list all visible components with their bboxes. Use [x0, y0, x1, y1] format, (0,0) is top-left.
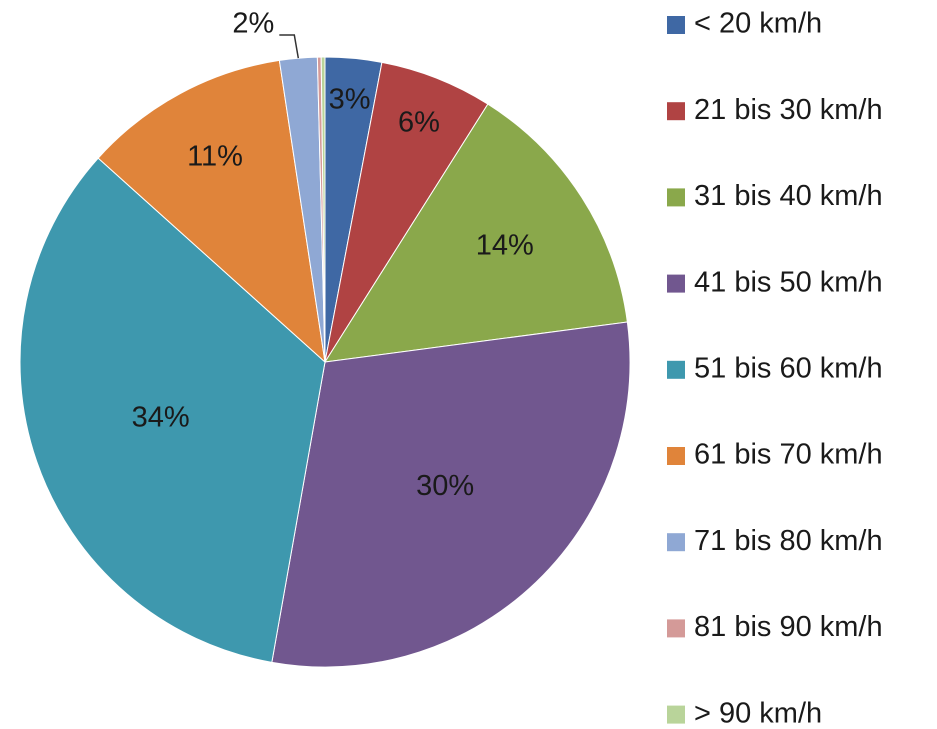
legend-swatch [667, 619, 685, 638]
legend-swatch [667, 705, 685, 724]
legend-label: > 90 km/h [694, 697, 822, 729]
data-label: 2% [232, 8, 274, 40]
legend-swatch [667, 360, 685, 379]
data-label: 3% [329, 84, 371, 116]
pie-slice [97, 59, 326, 364]
legend-label: 61 bis 70 km/h [694, 439, 883, 471]
data-label: 14% [476, 230, 534, 262]
data-label: 30% [416, 470, 474, 502]
legend-label: 41 bis 50 km/h [694, 266, 883, 298]
legend-swatch [667, 188, 685, 207]
pie-slice [271, 321, 631, 668]
legend-label: 81 bis 90 km/h [694, 611, 883, 643]
leader-line [279, 34, 300, 59]
data-label: 6% [398, 106, 440, 138]
data-label: 34% [132, 401, 190, 433]
legend-swatch [667, 274, 685, 293]
pie-slice [324, 103, 628, 363]
legend-label: 71 bis 80 km/h [694, 525, 883, 557]
legend-swatch [667, 16, 685, 34]
legend-swatch [667, 102, 685, 121]
legend-swatch [667, 533, 685, 552]
legend-label: 31 bis 40 km/h [694, 180, 883, 212]
data-label: 11% [187, 141, 243, 173]
legend-label: 21 bis 30 km/h [694, 94, 883, 126]
pie-slice [320, 56, 326, 363]
legend-swatch [667, 447, 685, 465]
legend-label: 51 bis 60 km/h [694, 352, 883, 384]
legend-label: < 20 km/h [694, 8, 822, 40]
pie-slice [19, 157, 326, 663]
